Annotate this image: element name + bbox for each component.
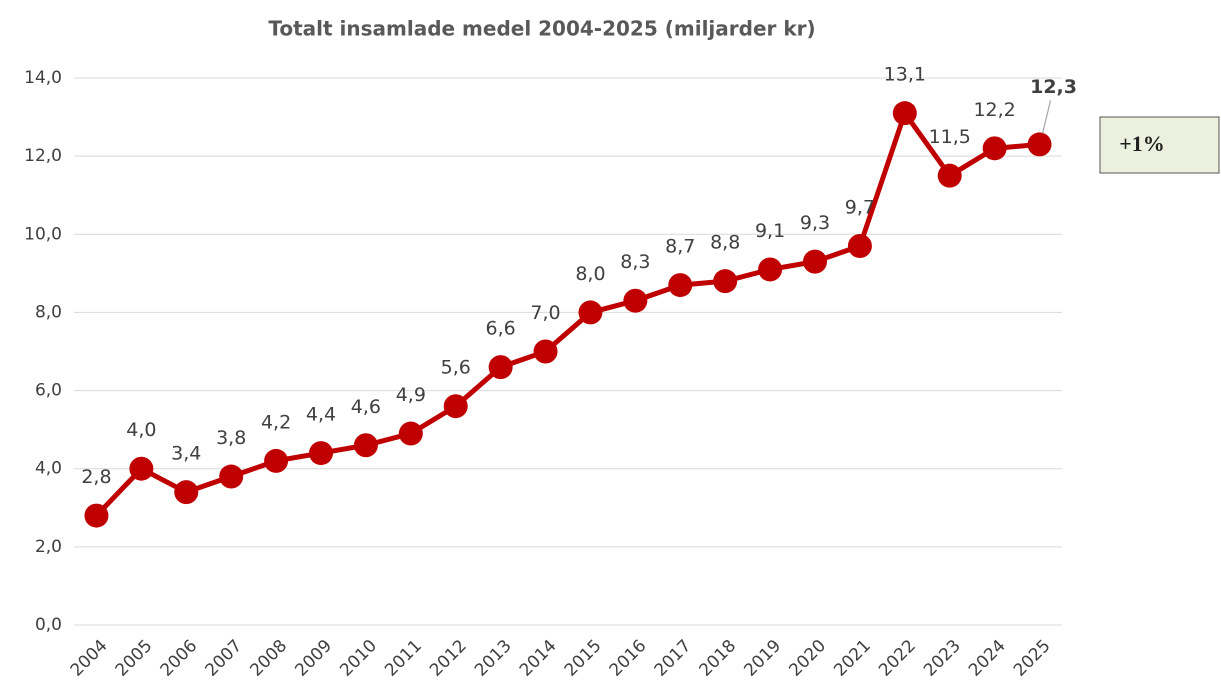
data-label: 4,0	[126, 419, 156, 441]
x-tick-label: 2012	[426, 636, 471, 681]
x-tick-label: 2016	[606, 636, 651, 681]
data-label: 9,3	[800, 212, 830, 234]
marker	[1027, 132, 1052, 157]
x-tick-label: 2021	[830, 636, 875, 681]
marker	[937, 163, 962, 188]
x-tick-label: 2024	[965, 636, 1010, 681]
y-tick-label: 10,0	[24, 224, 62, 244]
y-tick-label: 2,0	[35, 537, 62, 557]
x-tick-label: 2006	[157, 636, 202, 681]
data-label: 3,8	[216, 427, 246, 449]
marker	[713, 269, 738, 294]
data-label: 13,1	[884, 64, 926, 86]
x-tick-label: 2017	[651, 636, 696, 681]
marker	[758, 257, 783, 282]
marker	[578, 300, 603, 325]
x-tick-label: 2011	[381, 636, 426, 681]
x-tick-label: 2005	[112, 636, 157, 681]
x-tick-label: 2018	[696, 636, 741, 681]
marker	[174, 480, 199, 505]
y-tick-label: 0,0	[35, 615, 62, 635]
data-label: 5,6	[441, 357, 471, 379]
y-tick-label: 4,0	[35, 459, 62, 479]
data-label: 8,3	[620, 251, 650, 273]
marker	[264, 448, 289, 473]
data-label: 7,0	[530, 302, 560, 324]
marker	[219, 464, 244, 489]
data-label: 4,6	[351, 396, 381, 418]
x-tick-label: 2020	[785, 636, 830, 681]
x-tick-label: 2025	[1010, 636, 1055, 681]
x-tick-label: 2007	[202, 636, 247, 681]
marker	[353, 433, 378, 458]
y-tick-label: 6,0	[35, 381, 62, 401]
data-label: 8,0	[575, 263, 605, 285]
data-label: 4,4	[306, 404, 336, 426]
data-label: 9,7	[845, 197, 875, 219]
x-tick-label: 2014	[516, 636, 561, 681]
x-tick-label: 2023	[920, 636, 965, 681]
marker	[443, 394, 468, 419]
data-label: 9,1	[755, 220, 785, 242]
data-label: 11,5	[929, 126, 971, 148]
marker	[533, 339, 558, 364]
data-label: 6,6	[486, 318, 516, 340]
marker	[668, 273, 693, 298]
data-label: 12,3	[1030, 76, 1077, 98]
marker	[129, 456, 154, 481]
y-tick-label: 14,0	[24, 68, 62, 88]
annotation-box	[1099, 116, 1220, 174]
data-label: 2,8	[81, 466, 111, 488]
marker	[892, 101, 917, 126]
marker	[803, 249, 827, 274]
marker	[84, 503, 109, 528]
line	[94, 110, 1040, 518]
leader-line	[1041, 100, 1052, 134]
marker	[847, 234, 872, 259]
data-label: 3,4	[171, 443, 201, 465]
data-label: 8,8	[710, 232, 740, 254]
data-label: 4,9	[396, 384, 426, 406]
x-tick-label: 2015	[561, 636, 606, 681]
y-tick-label: 12,0	[24, 146, 62, 166]
x-tick-label: 2013	[471, 636, 516, 681]
x-tick-label: 2022	[875, 636, 920, 681]
x-tick-label: 2019	[740, 636, 785, 681]
x-tick-label: 2008	[246, 636, 291, 681]
chart-title: Totalt insamlade medel 2004-2025 (miljar…	[268, 17, 815, 41]
data-label: 8,7	[665, 236, 695, 258]
x-tick-label: 2009	[291, 636, 336, 681]
x-tick-label: 2004	[67, 636, 112, 681]
marker	[488, 355, 513, 380]
annotation: +1%	[1119, 131, 1165, 156]
y-tick-label: 8,0	[35, 302, 62, 322]
marker	[309, 441, 333, 466]
marker	[398, 421, 423, 446]
data-label: 12,2	[973, 99, 1015, 121]
marker	[623, 288, 648, 313]
x-tick-label: 2010	[336, 636, 381, 681]
data-label: 4,2	[261, 411, 291, 433]
marker	[982, 136, 1007, 161]
